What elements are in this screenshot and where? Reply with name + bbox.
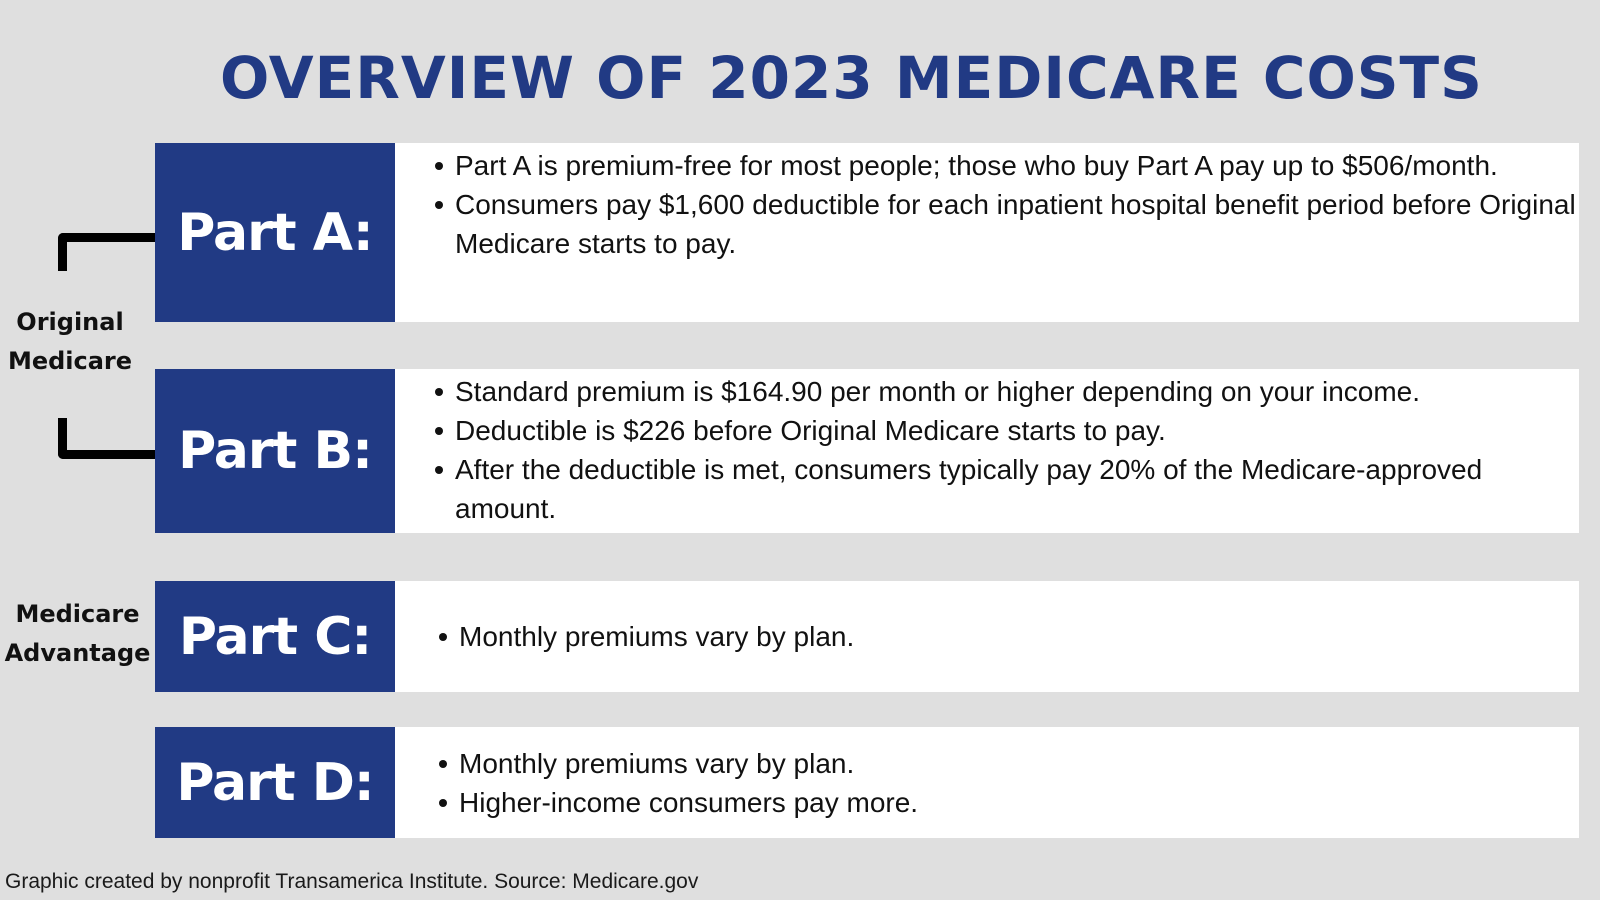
bullet-item: Monthly premiums vary by plan. <box>439 617 854 656</box>
group-label-line: Advantage <box>4 639 151 667</box>
bullet-item: Higher-income consumers pay more. <box>439 783 918 822</box>
bullet-item: Consumers pay $1,600 deductible for each… <box>435 185 1579 263</box>
part-c-details: Monthly premiums vary by plan. <box>395 581 1579 692</box>
bullet-item: Deductible is $226 before Original Medic… <box>435 411 1579 450</box>
bullet-item: Part A is premium-free for most people; … <box>435 146 1579 185</box>
part-a-bullet-list: Part A is premium-free for most people; … <box>413 146 1579 263</box>
bullet-item: Standard premium is $164.90 per month or… <box>435 372 1579 411</box>
part-a-details: Part A is premium-free for most people; … <box>395 143 1579 322</box>
part-d-row: Part D: Monthly premiums vary by plan. H… <box>155 727 1579 838</box>
bullet-item: After the deductible is met, consumers t… <box>435 450 1579 528</box>
part-a-label: Part A: <box>155 143 395 322</box>
part-c-bullet-list: Monthly premiums vary by plan. <box>413 617 854 656</box>
group-label-line: Medicare <box>15 600 140 628</box>
group-label-line: Original <box>16 308 124 336</box>
part-b-label: Part B: <box>155 369 395 533</box>
bullet-item: Monthly premiums vary by plan. <box>439 744 918 783</box>
group-label-medicare-advantage: Medicare Advantage <box>0 595 155 673</box>
bracket-connector-top <box>58 233 155 271</box>
part-c-row: Part C: Monthly premiums vary by plan. <box>155 581 1579 692</box>
part-d-details: Monthly premiums vary by plan. Higher-in… <box>395 727 1579 838</box>
bracket-connector-bottom <box>58 418 155 459</box>
part-b-details: Standard premium is $164.90 per month or… <box>395 369 1579 533</box>
source-footnote: Graphic created by nonprofit Transameric… <box>5 870 699 893</box>
part-c-label: Part C: <box>155 581 395 692</box>
part-d-bullet-list: Monthly premiums vary by plan. Higher-in… <box>413 744 918 822</box>
part-b-row: Part B: Standard premium is $164.90 per … <box>155 369 1579 533</box>
page-title: OVERVIEW OF 2023 MEDICARE COSTS <box>220 44 1483 112</box>
part-b-bullet-list: Standard premium is $164.90 per month or… <box>413 372 1579 528</box>
part-a-row: Part A: Part A is premium-free for most … <box>155 143 1579 322</box>
group-label-line: Medicare <box>7 347 133 375</box>
part-d-label: Part D: <box>155 727 395 838</box>
group-label-original-medicare: Original Medicare <box>5 303 135 381</box>
